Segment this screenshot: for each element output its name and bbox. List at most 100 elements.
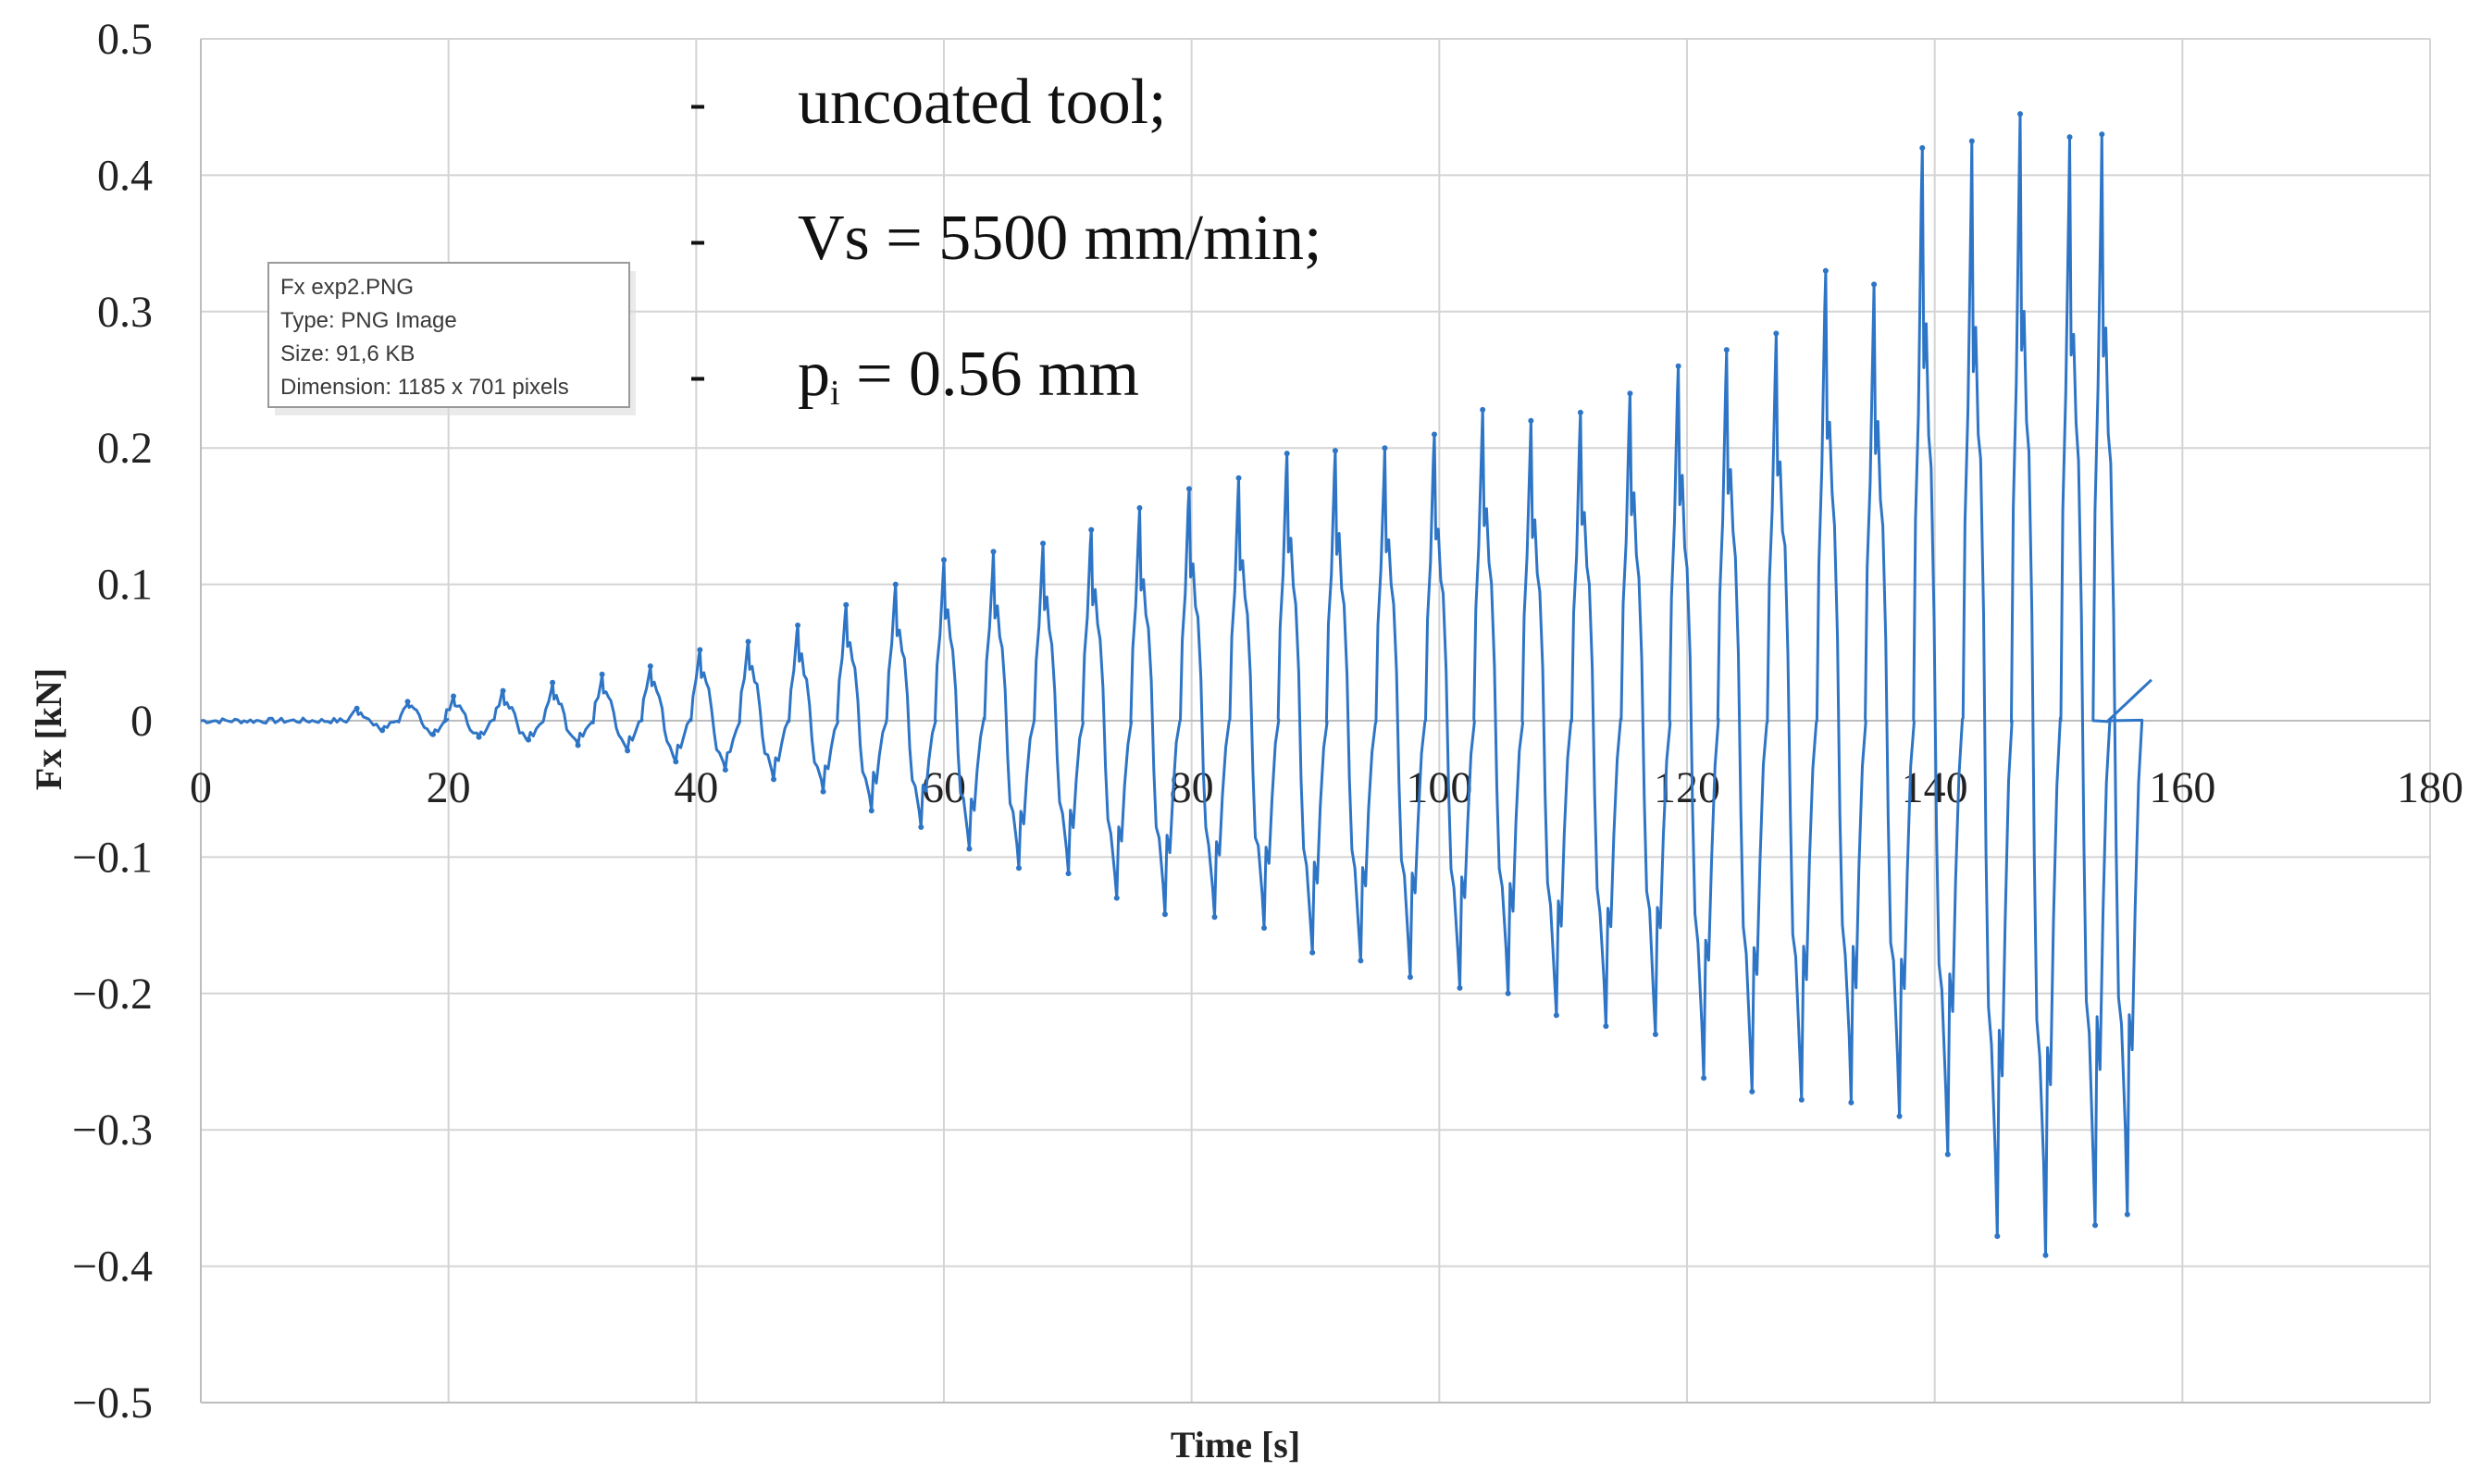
data-point-max: [647, 663, 653, 670]
tooltip-line: Type: PNG Image: [280, 308, 457, 333]
y-tick-label: −0.4: [72, 1243, 153, 1292]
data-point-max: [1088, 526, 1095, 533]
annotation-bullet: -: [689, 74, 706, 130]
data-point-max: [1431, 431, 1437, 438]
data-point-max: [990, 549, 997, 555]
data-point-max: [941, 557, 947, 563]
data-point-min: [1896, 1113, 1903, 1119]
data-point-max: [1235, 475, 1242, 481]
data-point-max: [1382, 445, 1388, 451]
data-point-max: [1528, 417, 1534, 424]
data-point-max: [1919, 144, 1926, 151]
y-tick-label: 0.5: [97, 15, 153, 64]
data-point-min: [476, 734, 482, 740]
data-point-min: [820, 788, 826, 795]
data-point-max: [1577, 409, 1583, 415]
y-tick-label: 0.4: [97, 151, 153, 200]
data-point-min: [1407, 974, 1413, 981]
x-tick-label: 100: [1406, 763, 1472, 812]
data-point-min: [1309, 949, 1316, 956]
data-point-min: [1211, 914, 1218, 921]
data-point-max: [599, 671, 605, 677]
data-point-min: [722, 767, 728, 773]
data-point-min: [868, 808, 875, 814]
y-tick-label: 0.2: [97, 424, 153, 473]
data-point-min: [1016, 865, 1023, 872]
data-point-min: [625, 748, 631, 754]
annotation-tool: uncoated tool;: [798, 67, 1167, 138]
y-axis-title: Fx [kN]: [28, 668, 69, 790]
data-point-max: [500, 687, 506, 694]
data-point-max: [697, 647, 703, 653]
data-point-max: [1332, 448, 1338, 454]
annotation-bullet: -: [689, 210, 706, 266]
data-point-max: [745, 638, 751, 645]
y-axis: 0.5 0.4 0.3 0.2 0.1 0 −0.1 −0.2 −0.3 −0.4 −0.5: [72, 15, 153, 1428]
data-point-max: [1185, 486, 1192, 492]
y-tick-label: −0.2: [72, 970, 153, 1019]
data-point-max: [1773, 330, 1780, 337]
annotation-depth-sub: i: [830, 374, 840, 413]
data-point-max: [1284, 451, 1290, 457]
data-point-min: [1553, 1012, 1559, 1019]
x-tick-label: 80: [1170, 763, 1214, 812]
data-point-max: [1136, 505, 1143, 512]
data-point-min: [1161, 911, 1168, 918]
data-point-max: [550, 679, 556, 686]
data-point-min: [1358, 958, 1364, 964]
data-point-min: [575, 742, 581, 748]
data-point-min: [966, 846, 973, 852]
data-point-max: [1968, 138, 1975, 144]
annotation-depth: pi = 0.56 mm: [798, 339, 1139, 413]
y-tick-label: −0.5: [72, 1379, 153, 1428]
tooltip-line: Size: 91,6 KB: [280, 341, 415, 366]
data-point-min: [1065, 871, 1072, 877]
data-point-max: [2017, 111, 2024, 117]
x-tick-label: 160: [2149, 763, 2215, 812]
x-tick-label: 0: [190, 763, 212, 812]
annotation-speed: Vs = 5500 mm/min;: [798, 203, 1321, 274]
y-tick-label: 0: [130, 697, 153, 746]
data-point-min: [2042, 1252, 2049, 1258]
data-point-min: [379, 727, 386, 734]
data-point-min: [1652, 1032, 1658, 1038]
y-tick-label: −0.1: [72, 833, 153, 882]
data-point-min: [1603, 1023, 1609, 1030]
data-point-max: [1627, 390, 1633, 397]
data-point-max: [892, 581, 899, 587]
data-point-max: [1675, 363, 1681, 369]
data-point-max: [451, 693, 457, 699]
data-point-min: [2092, 1222, 2099, 1229]
annotation-block: - uncoated tool; - Vs = 5500 mm/min; - p…: [689, 67, 1321, 413]
x-axis: 0 20 40 60 80 100 120 140 160 180: [190, 763, 2463, 812]
data-point-min: [1798, 1096, 1805, 1103]
data-point-min: [1749, 1088, 1755, 1094]
data-point-min: [918, 823, 924, 830]
series-fx: [200, 111, 2152, 1258]
annotation-depth-rest: = 0.56 mm: [840, 339, 1139, 410]
y-tick-label: 0.3: [97, 288, 153, 337]
data-point-min: [1113, 895, 1120, 901]
data-point-min: [1701, 1075, 1707, 1082]
data-point-max: [354, 705, 360, 711]
data-point-min: [526, 736, 532, 743]
data-point-max: [1723, 347, 1730, 353]
tooltip-line: Dimension: 1185 x 701 pixels: [280, 375, 569, 400]
file-tooltip: Fx exp2.PNG Type: PNG Image Size: 91,6 K…: [267, 262, 636, 415]
x-tick-label: 180: [2397, 763, 2463, 812]
data-point-min: [1505, 990, 1511, 996]
annotation-depth-main: p: [798, 339, 830, 410]
data-point-max: [404, 699, 411, 705]
data-point-min: [429, 731, 436, 737]
data-point-min: [1261, 925, 1268, 932]
data-point-max: [2066, 134, 2073, 141]
data-point-max: [795, 622, 801, 628]
data-point-max: [1822, 267, 1829, 274]
data-point-min: [1994, 1233, 2001, 1240]
x-axis-title: Time [s]: [1171, 1424, 1300, 1465]
x-tick-label: 20: [427, 763, 471, 812]
y-tick-label: −0.3: [72, 1106, 153, 1155]
data-point-max: [1871, 281, 1878, 288]
x-tick-label: 40: [674, 763, 718, 812]
